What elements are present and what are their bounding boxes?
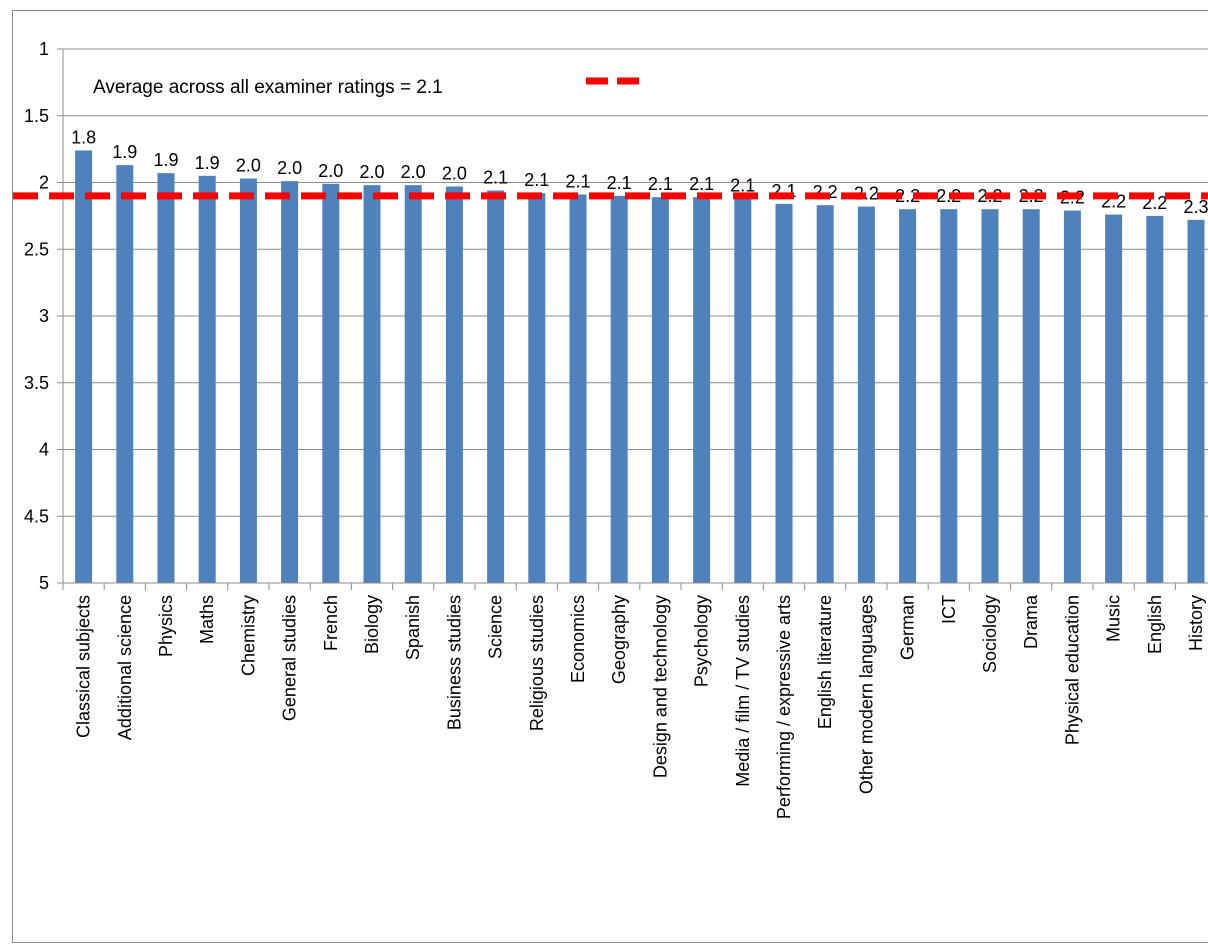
x-tick-label: English literature — [815, 595, 835, 729]
bar — [1187, 219, 1205, 583]
bar — [198, 175, 216, 583]
bar — [734, 198, 752, 583]
bar — [239, 178, 257, 583]
data-label: 2.1 — [689, 174, 714, 194]
bar — [940, 209, 958, 583]
data-label: 1.9 — [195, 153, 220, 173]
data-label: 2.0 — [359, 162, 384, 182]
legend-label: Average across all examiner ratings = 2.… — [93, 77, 443, 98]
x-tick-label: Physics — [156, 595, 176, 657]
y-tick-label: 2.5 — [24, 239, 49, 259]
bar — [693, 197, 711, 583]
bar — [322, 183, 340, 583]
x-tick-label: Business studies — [444, 595, 464, 730]
bar-chart: 1 1.5 2 2.5 3 3.5 4 4.5 5 Classical subjects Addi… — [13, 39, 1208, 819]
x-tick-label: Design and technology — [650, 595, 670, 778]
bar — [75, 150, 93, 583]
x-tick-label: Media / film / TV studies — [733, 595, 753, 787]
y-tick-label: 3 — [39, 306, 49, 326]
data-label: 1.9 — [112, 142, 137, 162]
bar — [445, 186, 463, 583]
data-label: 2.2 — [895, 186, 920, 206]
data-label: 2.0 — [442, 164, 467, 184]
x-tick-label: Religious studies — [527, 595, 547, 731]
bar — [816, 205, 834, 583]
x-tick-label: Drama — [1021, 594, 1041, 649]
bar — [610, 195, 628, 583]
bar — [1063, 210, 1081, 583]
bar — [981, 209, 999, 583]
y-tick-label: 1.5 — [24, 106, 49, 126]
data-label: 2.1 — [730, 176, 755, 196]
x-tick-label: Science — [486, 595, 506, 659]
x-tick-label: Other modern languages — [856, 595, 876, 794]
x-tick-label: Chemistry — [238, 595, 258, 676]
data-label: 2.1 — [483, 168, 508, 188]
bar — [116, 165, 134, 583]
data-label: 2.1 — [648, 174, 673, 194]
data-label: 2.1 — [565, 172, 590, 192]
x-tick-label: General studies — [280, 595, 300, 721]
bar — [1146, 215, 1164, 583]
bar — [651, 197, 669, 583]
bar — [281, 181, 299, 584]
x-tick-label: Maths — [197, 595, 217, 644]
x-axis: Classical subjects Additional science Phys… — [62, 582, 1208, 819]
legend: Average across all examiner ratings = 2.… — [93, 77, 641, 98]
data-label: 2.0 — [401, 162, 426, 182]
bar — [857, 206, 875, 583]
x-tick-label: German — [898, 595, 918, 660]
x-tick-label: Sociology — [980, 595, 1000, 673]
y-tick-label: 4.5 — [24, 506, 49, 526]
x-tick-label: Economics — [568, 595, 588, 683]
bar — [569, 194, 587, 583]
x-tick-label: Psychology — [692, 595, 712, 687]
x-tick-label: Physical education — [1062, 595, 1082, 745]
x-tick-label: History — [1186, 595, 1206, 651]
y-tick-label: 4 — [39, 440, 49, 460]
x-tick-label: Biology — [362, 595, 382, 654]
x-tick-label: Geography — [609, 595, 629, 684]
data-label: 2.0 — [236, 155, 261, 175]
data-label: 2.2 — [936, 186, 961, 206]
chart-frame: 1 1.5 2 2.5 3 3.5 4 4.5 5 Classical subjects Addi… — [12, 10, 1208, 943]
bar — [363, 185, 381, 584]
data-label: 2.3 — [1183, 197, 1208, 217]
x-tick-label: English — [1145, 595, 1165, 654]
y-axis: 1 1.5 2 2.5 3 3.5 4 4.5 5 — [24, 39, 64, 593]
bar — [157, 173, 175, 583]
data-label: 2.0 — [318, 161, 343, 181]
y-tick-label: 5 — [39, 573, 49, 593]
y-tick-label: 2 — [39, 173, 49, 193]
bar — [775, 203, 793, 584]
x-tick-label: French — [321, 595, 341, 651]
data-label: 1.9 — [153, 150, 178, 170]
data-label: 2.1 — [524, 170, 549, 190]
x-tick-label: ICT — [939, 595, 959, 624]
bar — [1105, 214, 1123, 584]
x-tick-label: Spanish — [403, 595, 423, 660]
y-tick-label: 3.5 — [24, 373, 49, 393]
data-label: 2.1 — [607, 173, 632, 193]
bars — [75, 150, 1205, 584]
bar — [487, 190, 505, 583]
bar — [528, 193, 546, 583]
x-tick-label: Music — [1104, 595, 1124, 642]
bar — [1022, 209, 1040, 583]
bar — [404, 185, 422, 584]
bar — [899, 209, 917, 583]
data-label: 2.0 — [277, 158, 302, 178]
data-label: 1.8 — [71, 127, 96, 147]
y-tick-label: 1 — [39, 39, 49, 59]
data-labels: 1.8 1.9 1.9 1.9 2.0 2.0 2.0 2.0 2.0 2.0 2.1 2.1 2.1 2… — [71, 127, 1208, 216]
x-tick-label: Classical subjects — [74, 595, 94, 738]
x-tick-label: Additional science — [115, 595, 135, 740]
x-tick-label: Performing / expressive arts — [774, 595, 794, 819]
